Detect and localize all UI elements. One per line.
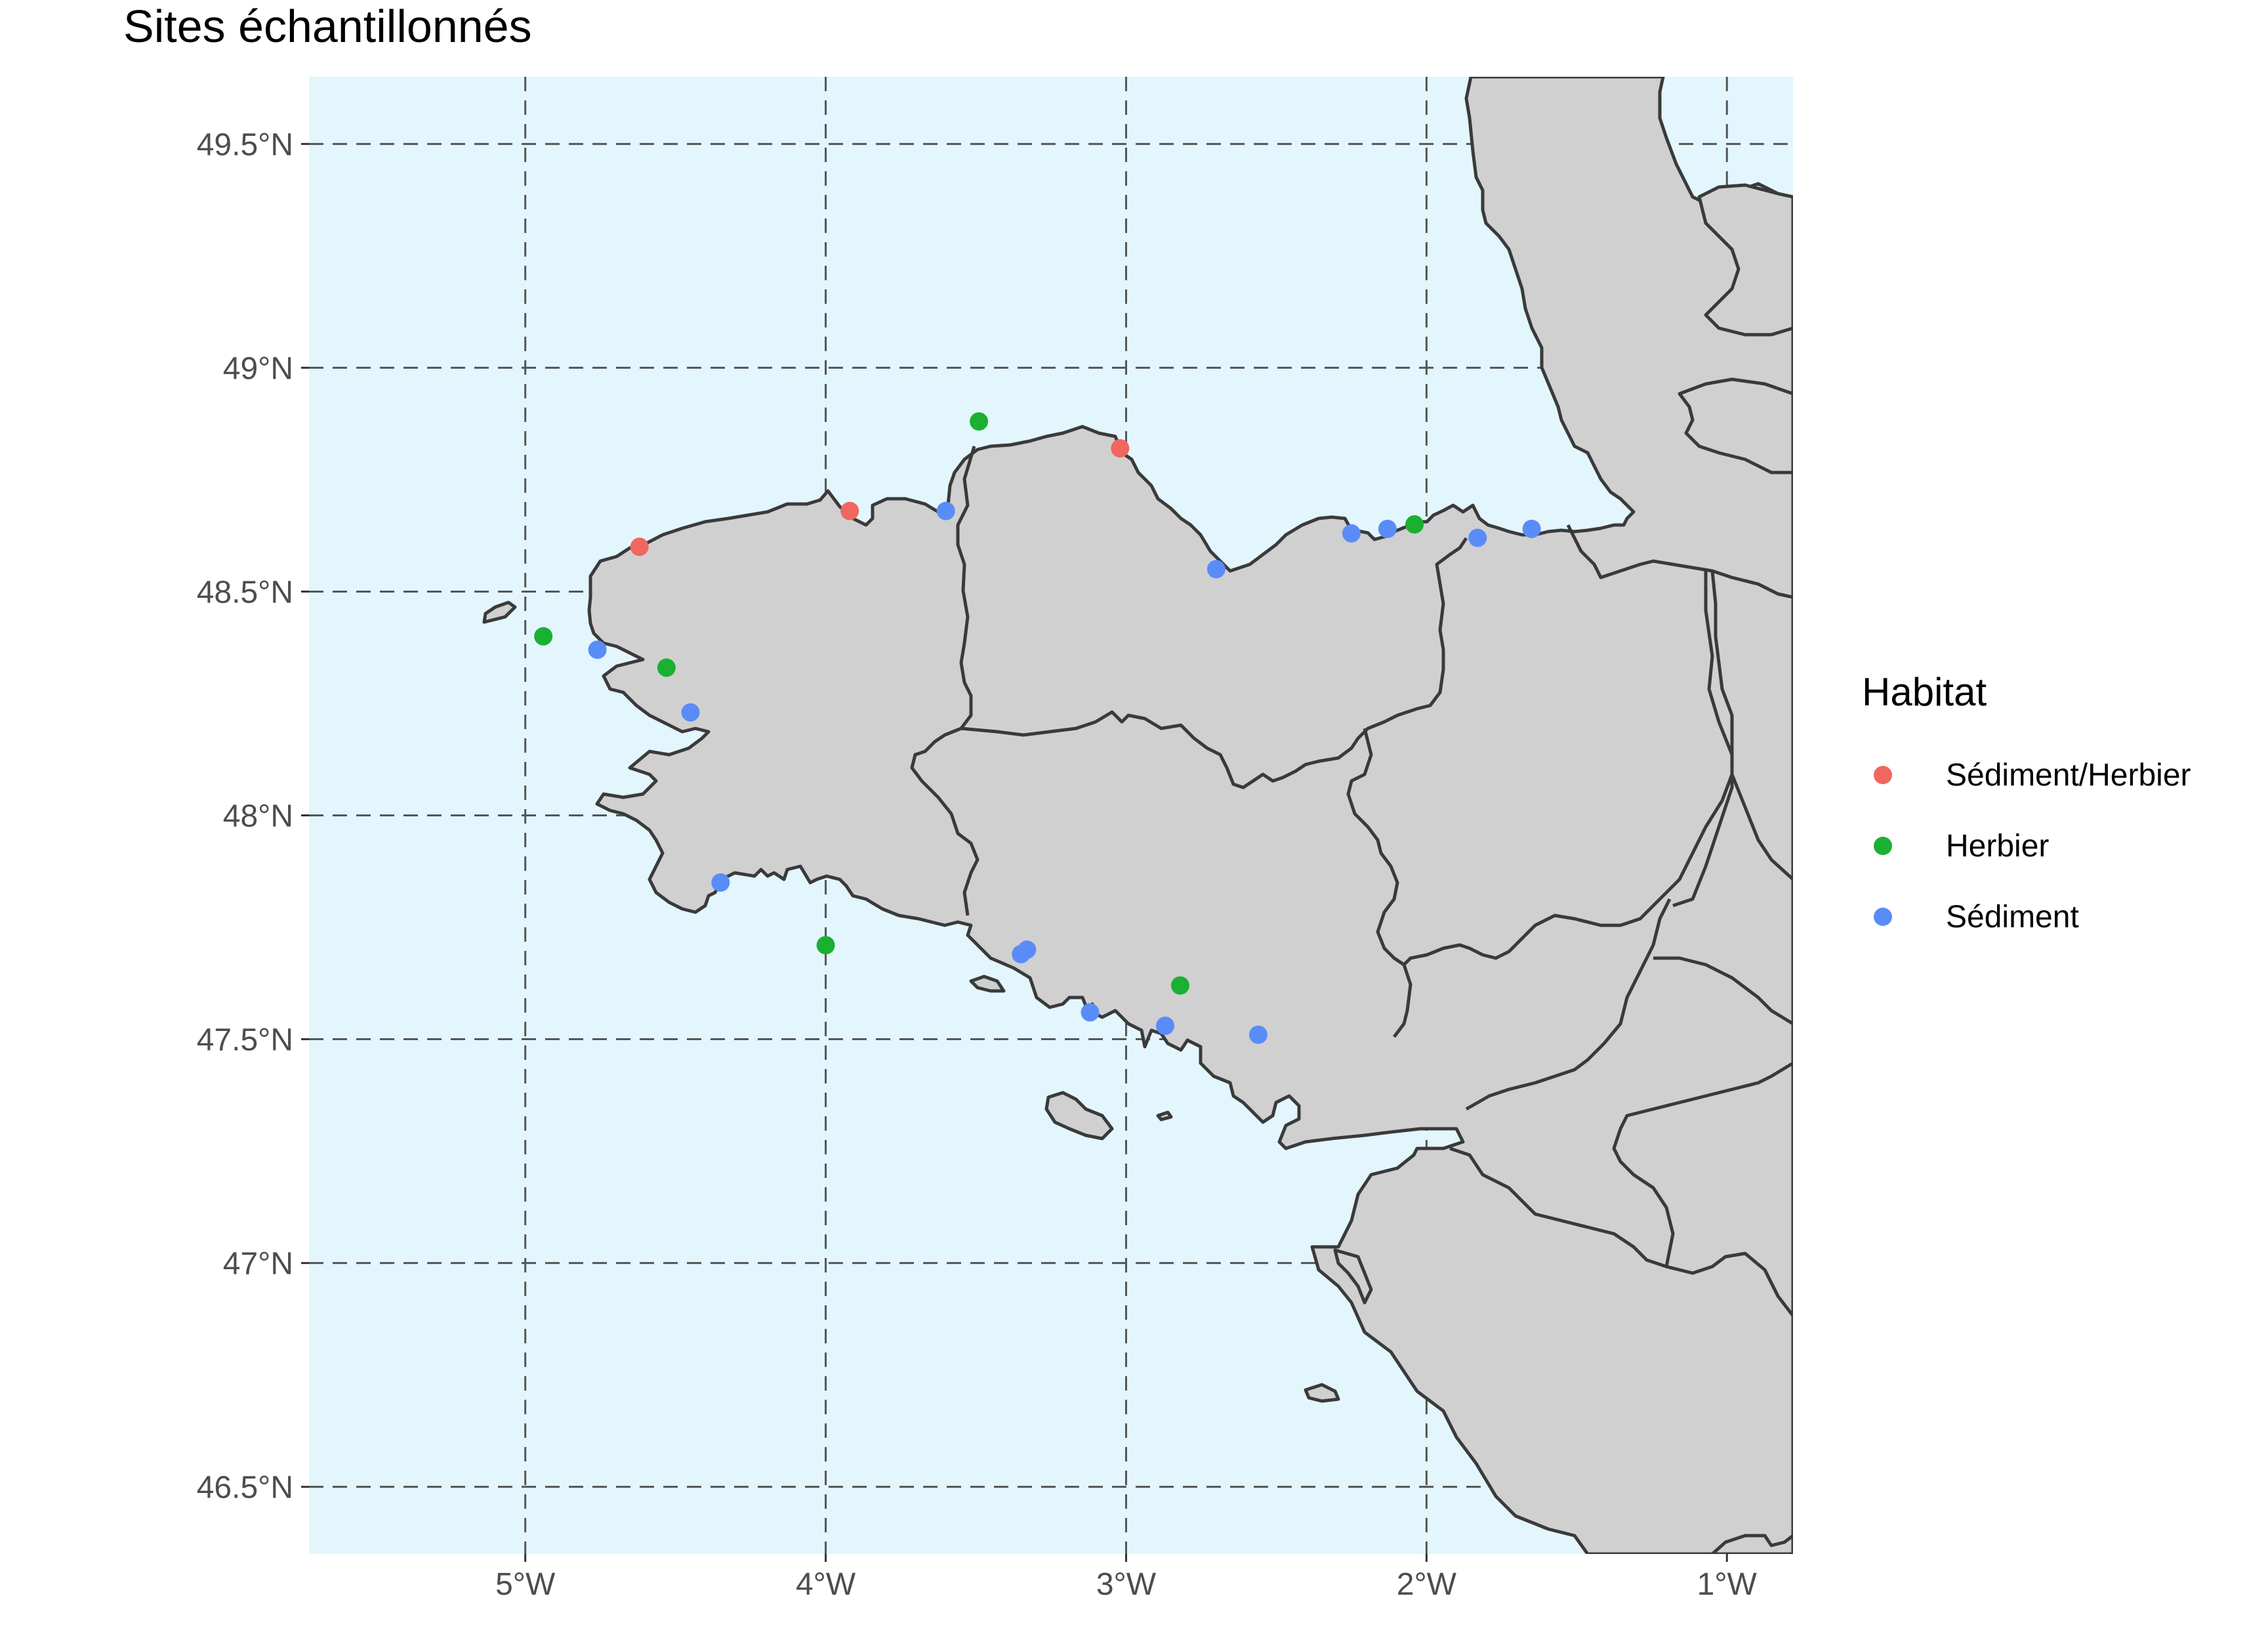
legend-label-sediment: Sédiment: [1946, 899, 2079, 934]
map-title: Sites échantillonnés: [123, 1, 532, 52]
border-ille-vilaine: [1403, 570, 1734, 966]
houat-island: [1156, 1110, 1173, 1122]
border-vienne: [1730, 774, 1793, 881]
site-point: [840, 501, 859, 520]
site-point: [816, 936, 835, 955]
y-tick-label: 49.5°N: [197, 127, 293, 162]
x-tick-label: 5°W: [495, 1567, 556, 1602]
site-point: [630, 537, 649, 556]
legend-key-sediment-herbier: [1874, 766, 1892, 784]
site-point: [1206, 560, 1226, 579]
site-point: [970, 412, 989, 431]
x-tick-label: 2°W: [1397, 1567, 1457, 1602]
site-point: [681, 703, 700, 722]
y-tick-label: 46.5°N: [197, 1471, 293, 1505]
site-point: [1081, 1003, 1100, 1022]
x-tick-label: 4°W: [796, 1567, 856, 1602]
guernsey-island: [1697, 183, 1793, 337]
x-tick-label: 3°W: [1096, 1567, 1157, 1602]
y-axis: 49.5°N 49°N 48.5°N 48°N 47.5°N 47°N 46.5°N: [197, 127, 309, 1505]
border-south: [1711, 1534, 1793, 1554]
border-maine-loire: [1612, 1061, 1793, 1267]
legend-item-herbier: Herbier: [1862, 810, 2191, 881]
site-point: [1111, 439, 1130, 458]
site-point: [1522, 519, 1541, 538]
legend-label-sediment-herbier: Sédiment/Herbier: [1946, 757, 2191, 793]
ouessant-island: [482, 600, 517, 624]
y-tick-label: 47.5°N: [197, 1023, 293, 1058]
site-point: [1156, 1017, 1174, 1036]
y-tick-label: 48.5°N: [197, 575, 293, 610]
y-tick-label: 47°N: [223, 1247, 293, 1282]
site-point: [711, 873, 730, 892]
site-point: [534, 627, 553, 646]
legend-key-sediment: [1874, 908, 1892, 926]
site-point: [1378, 519, 1397, 538]
land-layer: [482, 77, 1793, 1554]
legend-item-sediment-herbier: Sédiment/Herbier: [1862, 740, 2191, 810]
legend-label-herbier: Herbier: [1946, 828, 2050, 864]
border-mayenne: [1465, 898, 1672, 1111]
x-axis: 5°W 4°W 3°W 2°W 1°W: [495, 1554, 1758, 1602]
border-manche: [1566, 524, 1793, 599]
site-point: [1248, 1025, 1268, 1044]
yeu-island: [1304, 1383, 1340, 1403]
site-point: [1018, 940, 1037, 959]
noirmoutier-island: [1333, 1248, 1373, 1305]
mainland-land: [587, 77, 1793, 1554]
sampling-sites: [534, 412, 1541, 1044]
legend: Habitat Sédiment/Herbier Herbier Sédimen…: [1862, 669, 2191, 952]
belle-ile-island: [1044, 1091, 1114, 1141]
groix-island: [969, 975, 1006, 993]
border-vendee: [1653, 956, 1793, 1026]
site-point: [1468, 528, 1487, 547]
site-point: [1405, 515, 1424, 534]
site-point: [1170, 976, 1189, 995]
jersey-island: [1678, 377, 1793, 474]
border-loire-atlantique: [1449, 1146, 1793, 1317]
legend-key-herbier: [1874, 837, 1892, 855]
border-finistere: [910, 446, 979, 916]
legend-item-sediment: Sédiment: [1862, 881, 2191, 952]
legend-title: Habitat: [1862, 670, 1987, 714]
y-tick-label: 48°N: [223, 799, 293, 834]
border-east: [1672, 571, 1734, 908]
site-point: [1342, 524, 1361, 543]
border-morbihan: [1346, 728, 1412, 1038]
site-point: [588, 640, 607, 660]
x-tick-label: 1°W: [1697, 1567, 1758, 1602]
border-cotes-armor: [960, 537, 1468, 789]
site-point: [936, 501, 955, 520]
site-point: [657, 658, 676, 677]
y-tick-label: 49°N: [223, 351, 293, 386]
